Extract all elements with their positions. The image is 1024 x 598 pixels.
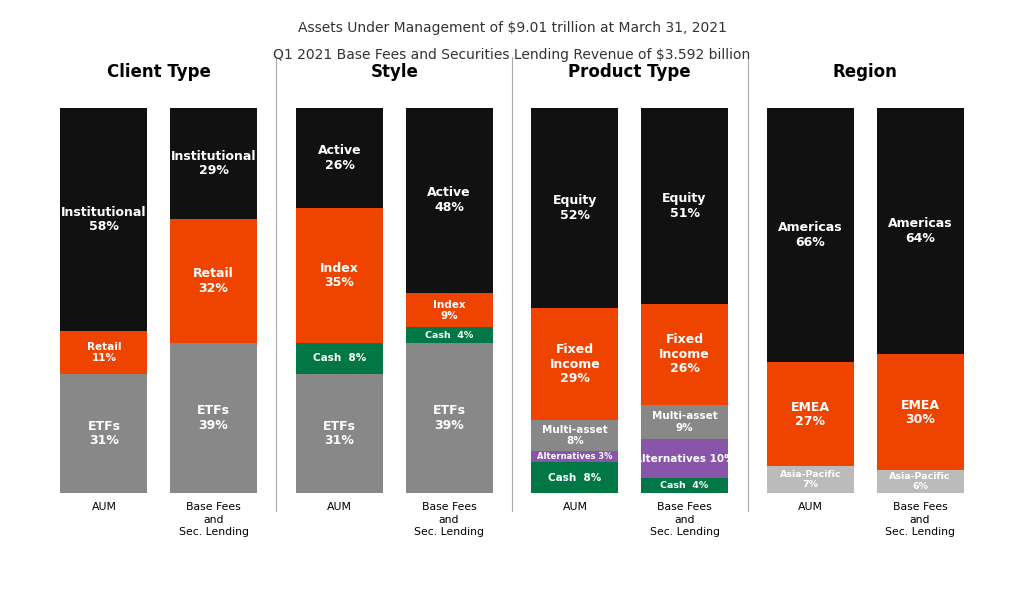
Text: Active
26%: Active 26% [317, 144, 361, 172]
Text: Americas
64%: Americas 64% [888, 217, 952, 245]
Text: Cash  8%: Cash 8% [312, 353, 367, 364]
Text: Multi-asset
9%: Multi-asset 9% [651, 411, 718, 432]
Text: Fixed
Income
26%: Fixed Income 26% [659, 334, 710, 376]
Text: EMEA
30%: EMEA 30% [900, 399, 940, 426]
Bar [877, 108, 964, 355]
Text: Cash  8%: Cash 8% [548, 473, 602, 483]
Text: Base Fees
and
Sec. Lending: Base Fees and Sec. Lending [649, 502, 720, 537]
Text: Multi-asset
8%: Multi-asset 8% [542, 425, 608, 446]
Bar [406, 293, 493, 328]
Bar [767, 108, 854, 362]
Bar [60, 331, 147, 374]
Text: Region: Region [833, 63, 898, 81]
Text: Retail
11%: Retail 11% [87, 342, 121, 363]
Bar [531, 462, 618, 493]
Text: Product Type: Product Type [568, 63, 691, 81]
Text: Cash  4%: Cash 4% [660, 481, 709, 490]
Text: Active
48%: Active 48% [427, 187, 471, 214]
Text: ETFs
39%: ETFs 39% [432, 404, 466, 432]
Text: Q1 2021 Base Fees and Securities Lending Revenue of $3.592 billion: Q1 2021 Base Fees and Securities Lending… [273, 48, 751, 62]
Text: Americas
66%: Americas 66% [778, 221, 843, 249]
Text: AUM: AUM [91, 502, 117, 512]
Bar [406, 328, 493, 343]
Text: Asia-Pacific
6%: Asia-Pacific 6% [889, 472, 951, 492]
Bar [406, 343, 493, 493]
Bar [767, 362, 854, 466]
Bar [170, 108, 257, 219]
Text: ETFs
39%: ETFs 39% [197, 404, 230, 432]
Bar [170, 219, 257, 343]
Bar [877, 470, 964, 493]
Text: Retail
32%: Retail 32% [194, 267, 233, 295]
Bar [641, 405, 728, 440]
Bar [641, 478, 728, 493]
Text: ETFs
31%: ETFs 31% [87, 420, 121, 447]
Text: Base Fees
and
Sec. Lending: Base Fees and Sec. Lending [414, 502, 484, 537]
Text: Base Fees
and
Sec. Lending: Base Fees and Sec. Lending [885, 502, 955, 537]
Bar [60, 108, 147, 331]
Text: Asia-Pacific
7%: Asia-Pacific 7% [779, 470, 842, 489]
Text: Assets Under Management of $9.01 trillion at March 31, 2021: Assets Under Management of $9.01 trillio… [298, 21, 726, 35]
Bar [531, 308, 618, 420]
Bar [531, 420, 618, 451]
Bar [406, 108, 493, 293]
Bar [531, 108, 618, 308]
Bar [296, 374, 383, 493]
Text: Style: Style [371, 63, 418, 81]
Text: Alternatives 10%: Alternatives 10% [634, 454, 735, 463]
Bar [767, 466, 854, 493]
Text: Index
9%: Index 9% [433, 300, 465, 321]
Text: AUM: AUM [327, 502, 352, 512]
Text: Fixed
Income
29%: Fixed Income 29% [550, 343, 600, 385]
Text: Institutional
58%: Institutional 58% [61, 206, 146, 233]
Text: Alternatives 3%: Alternatives 3% [538, 452, 612, 461]
Text: Institutional
29%: Institutional 29% [171, 150, 256, 178]
Bar [60, 374, 147, 493]
Bar [641, 108, 728, 304]
Text: ETFs
31%: ETFs 31% [323, 420, 356, 447]
Text: EMEA
27%: EMEA 27% [791, 401, 830, 428]
Text: Cash  4%: Cash 4% [425, 331, 473, 340]
Bar [296, 208, 383, 343]
Bar [641, 440, 728, 478]
Text: Client Type: Client Type [106, 63, 211, 81]
Bar [877, 355, 964, 470]
Text: Equity
51%: Equity 51% [663, 192, 707, 219]
Bar [531, 451, 618, 462]
Bar [170, 343, 257, 493]
Text: Base Fees
and
Sec. Lending: Base Fees and Sec. Lending [178, 502, 249, 537]
Text: Index
35%: Index 35% [321, 262, 358, 289]
Bar [296, 108, 383, 208]
Bar [641, 304, 728, 405]
Bar [296, 343, 383, 374]
Text: AUM: AUM [798, 502, 823, 512]
Text: Equity
52%: Equity 52% [553, 194, 597, 222]
Text: AUM: AUM [562, 502, 588, 512]
